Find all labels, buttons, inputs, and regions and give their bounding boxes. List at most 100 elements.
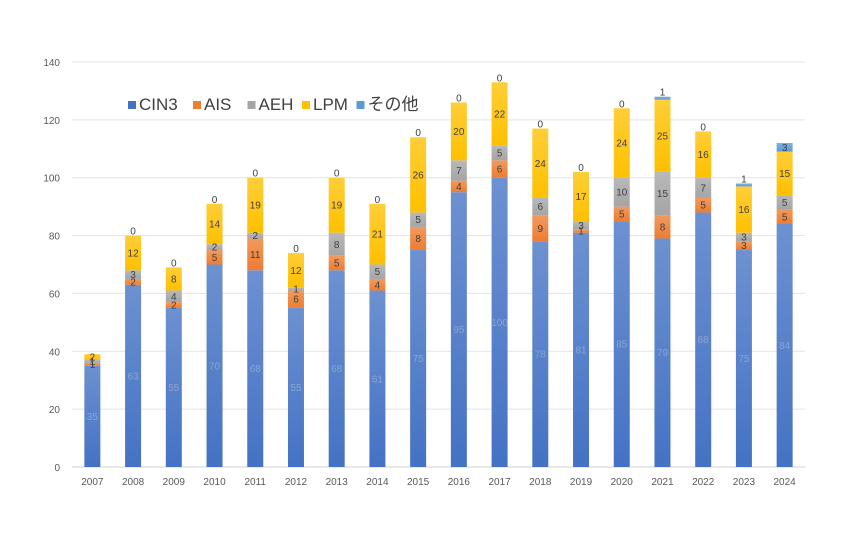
bar-segment-LPM-2015 [410,137,427,213]
data-label-AIS: 11 [250,250,261,261]
bar-segment-AIS-2013 [328,255,345,271]
data-label-AEH: 5 [375,267,381,278]
data-label-その他: 0 [700,122,706,133]
data-label-LPM: 14 [209,220,221,231]
data-label-CIN3: 81 [575,345,587,356]
data-label-LPM: 24 [535,159,547,170]
data-label-AEH: 6 [538,202,544,213]
data-label-AIS: 4 [456,182,462,193]
data-label-LPM: 15 [779,169,791,180]
data-label-CIN3: 68 [331,364,343,375]
bar-segment-LPM-2007 [84,354,101,360]
y-tick-label: 20 [49,405,61,416]
bar-segment-LPM-2014 [369,203,386,265]
data-labels: 3511263231205524807052140681121905561120… [87,73,791,423]
data-label-CIN3: 55 [290,383,302,394]
data-label-その他: 0 [171,258,177,269]
data-label-その他: 0 [293,244,299,255]
bar-segment-AIS-2011 [247,238,264,271]
bar-segment-LPM-2013 [328,177,345,233]
data-label-LPM: 21 [372,230,384,241]
data-label-LPM: 16 [698,150,710,161]
bar-segment-AIS-2007 [84,362,101,366]
data-label-AIS: 2 [130,277,136,288]
data-label-AIS: 8 [415,234,421,245]
x-tick-label: 2010 [203,477,226,488]
data-label-CIN3: 55 [168,383,180,394]
bar-segment-AEH-2009 [165,290,182,303]
data-label-AIS: 5 [619,209,625,220]
data-label-LPM: 19 [250,201,262,212]
data-label-CIN3: 95 [453,325,465,336]
data-label-その他: 0 [415,128,421,139]
legend-label-その他: その他 [368,95,419,114]
bar-segment-LPM-2022 [695,131,712,178]
legend-swatch-LPM [302,101,310,109]
data-label-LPM: 20 [453,127,465,138]
bar-segment-LPM-2016 [450,102,467,161]
bar-segment-CIN3-2012 [287,307,304,467]
bar-segment-AIS-2023 [735,241,752,251]
x-tick-label: 2013 [326,477,349,488]
x-tick-label: 2022 [692,477,715,488]
bar-segment-AEH-2023 [735,232,752,242]
data-label-AIS: 6 [293,295,299,306]
bar-segment-AIS-2008 [125,278,142,285]
data-label-LPM: 17 [575,192,587,203]
data-label-その他: 0 [212,195,218,206]
bar-segment-CIN3-2020 [613,221,630,467]
gridlines [72,61,805,468]
data-label-その他: 1 [741,175,747,186]
bar-segment-AIS-2017 [491,160,508,178]
x-tick-label: 2015 [407,477,430,488]
data-label-AEH: 3 [741,233,747,244]
data-label-AIS: 8 [660,222,666,233]
bar-segment-AEH-2020 [613,177,630,207]
data-label-CIN3: 78 [535,350,547,361]
data-label-その他: 1 [660,88,666,99]
x-tick-label: 2024 [774,477,797,488]
data-label-CIN3: 75 [413,354,425,365]
bar-segment-LPM-2011 [247,177,264,233]
data-label-LPM: 25 [657,131,669,142]
bar-segment-LPM-2020 [613,108,630,178]
bar-segment-AIS-2014 [369,278,386,291]
bar-segment-CIN3-2018 [532,241,549,467]
data-label-AEH: 1 [90,357,96,368]
data-label-AEH: 7 [456,166,462,177]
bar-segment-AIS-2022 [695,197,712,213]
x-tick-label: 2018 [529,477,552,488]
data-label-CIN3: 61 [372,374,384,385]
data-label-AIS: 1 [90,360,96,371]
x-tick-label: 2020 [611,477,634,488]
bar-segment-AEH-2018 [532,197,549,216]
bar-segment-CIN3-2009 [165,307,182,467]
x-tick-label: 2017 [488,477,511,488]
data-label-AIS: 1 [578,227,584,238]
bar-segment-AIS-2019 [573,229,590,233]
bar-segment-CIN3-2010 [206,264,223,467]
bar-segment-CIN3-2013 [328,270,345,467]
y-tick-label: 0 [54,463,60,474]
legend-swatch-AIS [193,101,201,109]
bar-segment-AEH-2024 [776,195,793,210]
x-tick-label: 2009 [163,477,186,488]
data-label-CIN3: 79 [657,348,669,359]
data-label-その他: 0 [538,120,544,131]
bar-segment-AEH-2012 [287,287,304,291]
bar-segment-LPM-2024 [776,151,793,196]
data-label-その他: 0 [375,195,381,206]
bar-segment-AEH-2016 [450,160,467,181]
data-label-AIS: 6 [497,165,503,176]
bar-segment-AIS-2009 [165,302,182,308]
data-label-CIN3: 84 [779,341,791,352]
legend-label-LPM: LPM [313,95,348,114]
bar-segment-AIS-2010 [206,250,223,265]
bar-segment-LPM-2021 [654,99,671,172]
legend-label-AEH: AEH [259,95,294,114]
data-label-LPM: 8 [171,274,177,285]
legend-swatch-AEH [247,101,256,109]
data-label-その他: 0 [334,169,340,180]
bar-segment-AEH-2010 [206,244,223,251]
